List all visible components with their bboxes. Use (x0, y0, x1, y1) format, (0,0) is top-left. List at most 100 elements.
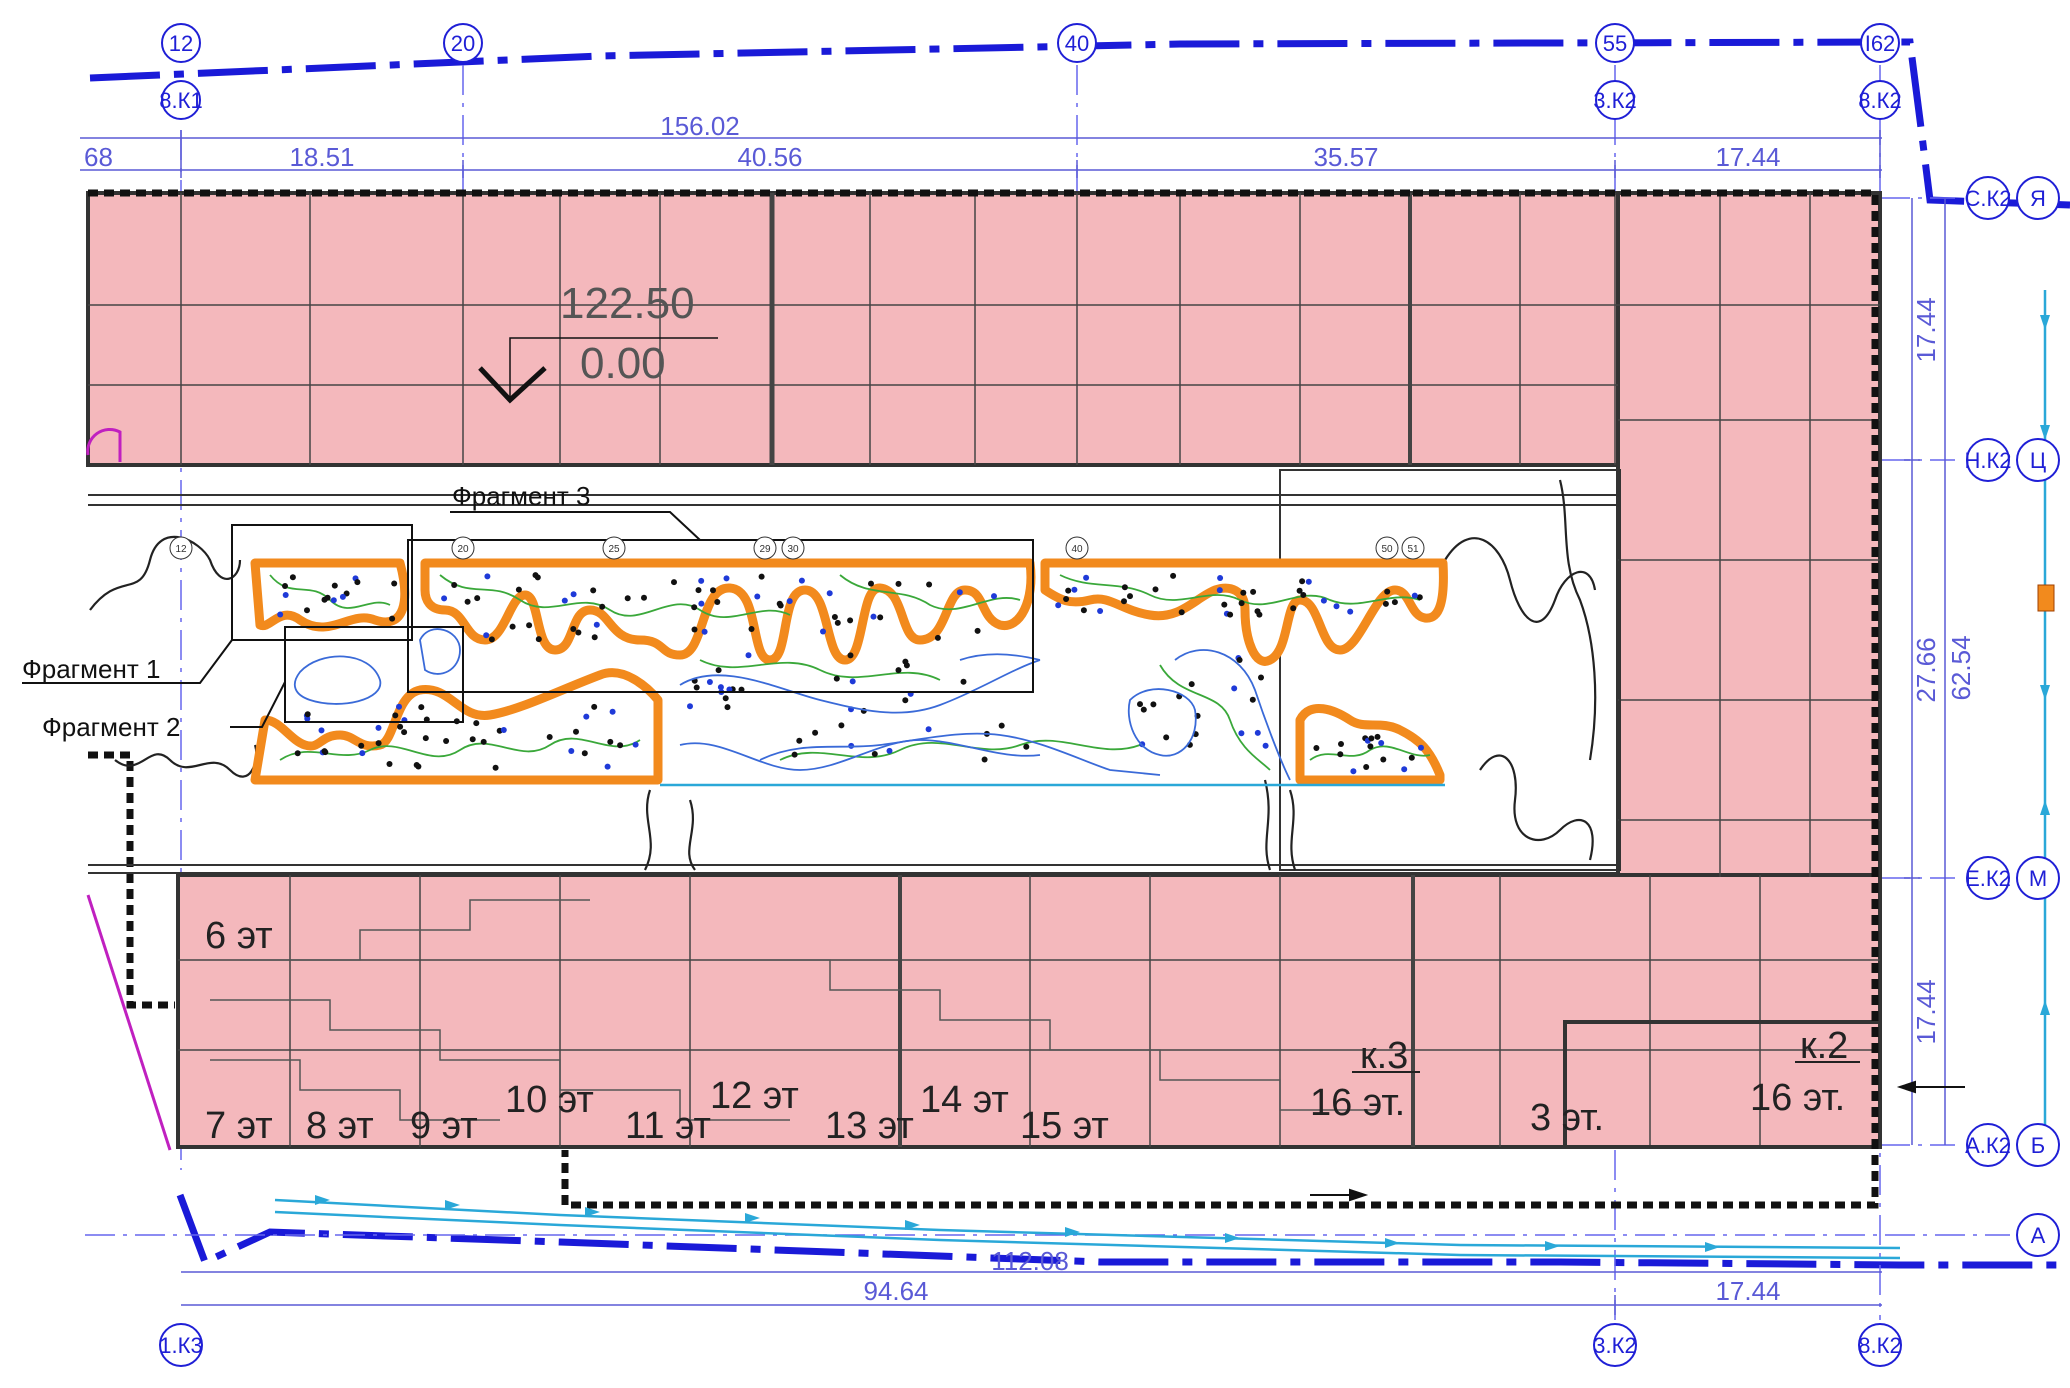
svg-text:Ц: Ц (2030, 448, 2046, 473)
planter-node-dot (418, 704, 425, 711)
planter-node-dot (1391, 599, 1398, 606)
planter-node-dot (1320, 597, 1327, 604)
planter-node-dot (991, 593, 997, 600)
dim-bottom-seg-1: 94.64 (863, 1276, 928, 1306)
planter-node-dot (401, 729, 408, 736)
stepped-outlines (210, 899, 1380, 1121)
planter-node-dot (1368, 735, 1375, 742)
planter-node-dot (609, 708, 616, 715)
dim-bottom-seg-2: 17.44 (1715, 1276, 1780, 1306)
planter-node-dot (607, 738, 614, 745)
planter-node-dot (1221, 601, 1228, 608)
floor-label-12: 12 эт (710, 1075, 799, 1117)
svg-text:50: 50 (1381, 544, 1393, 555)
dim-top-seg-2: 40.56 (737, 142, 802, 172)
building-partitions (88, 193, 1882, 1149)
planter-node-dot (1236, 657, 1243, 663)
planter-node-dot (748, 626, 755, 632)
fragment-3-frame (407, 539, 1034, 693)
fragment-2-label: Фрагмент 2 (42, 712, 180, 742)
planter-node-dot (870, 613, 877, 620)
planter-node-dot (998, 722, 1005, 729)
planter-node-dot (895, 667, 902, 674)
planter-node-dot (754, 593, 761, 600)
planter-node-dot (483, 632, 490, 639)
planter-node-dot (745, 652, 752, 659)
planter-a (250, 558, 410, 632)
svg-text:12: 12 (175, 544, 187, 555)
svg-text:3.К2: 3.К2 (1593, 1333, 1636, 1358)
planter-node-dot (1121, 598, 1127, 605)
axis-12-top: 12 8.К1 (159, 23, 203, 120)
svg-text:8.К2: 8.К2 (1858, 1333, 1901, 1358)
planter-node-dot (294, 750, 301, 757)
planter-node-dot (1023, 743, 1030, 750)
magenta-marks (86, 427, 172, 1151)
planter-node-dot (714, 599, 721, 605)
planter-b (420, 558, 1036, 665)
elevation-marker (478, 337, 718, 404)
drain-grate (2037, 584, 2055, 612)
floor-label-9: 9 эт (410, 1105, 478, 1147)
svg-text:Н.К2: Н.К2 (1964, 448, 2011, 473)
property-boundary (89, 38, 2070, 1269)
planter-node-dot (691, 626, 698, 633)
planter-node-dot (1121, 584, 1128, 591)
planter-node-dot (786, 598, 793, 605)
planter-node-dot (701, 628, 708, 635)
planter-node-dot (849, 678, 856, 685)
planter-node-dot (1137, 701, 1143, 708)
planter-d (250, 668, 663, 785)
planter-node-dot (1097, 608, 1104, 614)
planter-node-dot (604, 763, 611, 770)
fragment-2-frame (284, 626, 464, 723)
buildings (86, 191, 1882, 1149)
planter-node-dot (831, 614, 838, 620)
planter-node-dot (289, 574, 296, 581)
planter-node-dot (443, 738, 450, 744)
korpus-2-label: к.2 (1800, 1025, 1848, 1067)
dim-top-left-cut: 68 (84, 142, 113, 172)
planter-node-dot (1418, 744, 1424, 751)
svg-text:8.К2: 8.К2 (1858, 88, 1901, 113)
planter-node-dot (318, 727, 325, 734)
planter-node-dot (1127, 593, 1133, 600)
planter-node-dot (710, 587, 716, 594)
planter-node-dot (1313, 745, 1320, 751)
planter-node-dot (1258, 674, 1264, 681)
korpus-2-floors: 16 эт. (1750, 1077, 1845, 1119)
planter-node-dot (902, 697, 909, 704)
contour-curves (89, 479, 1597, 871)
planter-node-dot (1254, 729, 1261, 736)
axis-right-a: А (2016, 1213, 2060, 1257)
planter-node-dot (581, 750, 588, 757)
planter-node-dot (617, 742, 624, 749)
planter-node-dot (698, 577, 705, 584)
bottom-dimension-lines (181, 1271, 1882, 1315)
axis-20-top: 20 (443, 23, 483, 63)
planter-node-dot (396, 703, 402, 710)
planter-node-dot (593, 621, 600, 628)
svg-text:С.К2: С.К2 (1964, 186, 2011, 211)
planter-node-dot (304, 715, 311, 722)
planter-node-dot (391, 580, 398, 587)
floor-label-7: 7 эт (205, 1105, 273, 1147)
planter-node-dot (375, 740, 382, 747)
axis-right-ek2: Е.К2 М (1965, 856, 2060, 900)
planter-node-dot (1240, 589, 1247, 596)
dim-top-overall: 156.02 (660, 111, 740, 141)
planter-node-dot (464, 598, 471, 605)
svg-text:8.К1: 8.К1 (159, 88, 202, 113)
planter-node-dot (1150, 701, 1157, 708)
planter-node-dot (847, 617, 854, 624)
right-dimension-lines (1904, 198, 1946, 1145)
axis-bottom-8k2: 8.К2 (1858, 1323, 1902, 1367)
korpus-3-label: к.3 (1360, 1035, 1408, 1077)
planter-node-dot (583, 713, 590, 720)
floor-label-3: 3 эт. (1530, 1097, 1604, 1139)
axis-bottom-1k3: 1.К3 (159, 1323, 203, 1367)
korpus-underlines (1352, 1061, 1860, 1073)
planter-node-dot (331, 582, 338, 589)
planter-node-dot (847, 652, 854, 659)
planter-node-dot (722, 695, 729, 702)
